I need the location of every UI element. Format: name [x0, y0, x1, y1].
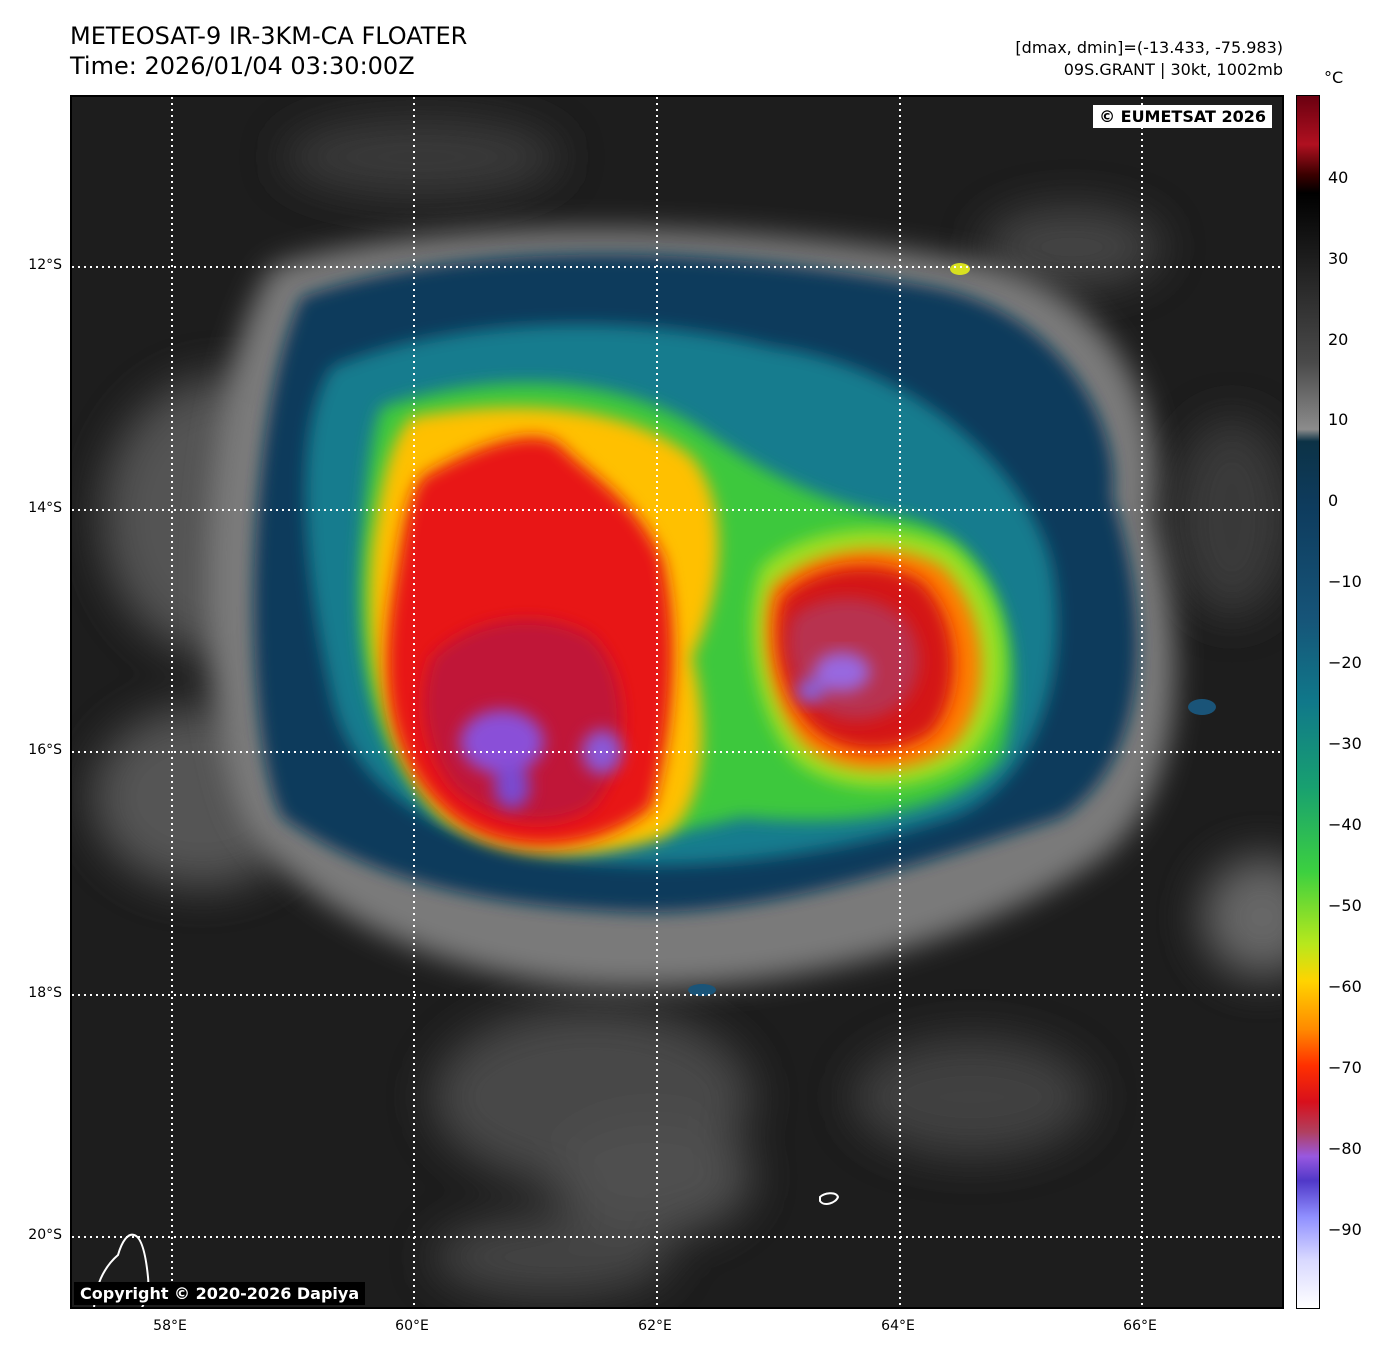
colorbar-tick: −70	[1328, 1058, 1362, 1077]
lat-label-16s: 16°S	[28, 742, 62, 758]
dapiya-credit: Copyright © 2020-2026 Dapiya	[74, 1282, 366, 1305]
colorbar-tick: −20	[1328, 653, 1362, 672]
lon-label-60e: 60°E	[395, 1318, 429, 1334]
colorbar-tick: −60	[1328, 977, 1362, 996]
colorbar-tick: 30	[1328, 249, 1349, 268]
lon-label-62e: 62°E	[638, 1318, 672, 1334]
colorbar-tick: −50	[1328, 896, 1362, 915]
eumetsat-credit: © EUMETSAT 2026	[1093, 105, 1272, 128]
colorbar-tick: −10	[1328, 572, 1362, 591]
lat-label-18s: 18°S	[28, 985, 62, 1001]
lon-label-58e: 58°E	[153, 1318, 187, 1334]
colorbar-tick: 10	[1328, 410, 1349, 429]
colorbar-tick: −80	[1328, 1139, 1362, 1158]
colorbar-tick: 20	[1328, 330, 1349, 349]
colorbar-tick: 0	[1328, 491, 1339, 510]
lon-label-66e: 66°E	[1123, 1318, 1157, 1334]
lon-label-64e: 64°E	[881, 1318, 915, 1334]
colorbar-unit: °C	[1324, 68, 1344, 87]
ir-imagery	[72, 97, 1282, 1307]
lat-label-14s: 14°S	[28, 500, 62, 516]
lat-label-20s: 20°S	[28, 1227, 62, 1243]
image-title: METEOSAT-9 IR-3KM-CA FLOATER	[70, 22, 468, 50]
satellite-map: © EUMETSAT 2026 Copyright © 2020-2026 Da…	[70, 95, 1284, 1309]
storm-info: 09S.GRANT | 30kt, 1002mb	[1063, 60, 1283, 79]
lat-label-12s: 12°S	[28, 257, 62, 273]
dmax-dmin-readout: [dmax, dmin]=(-13.433, -75.983)	[1015, 38, 1283, 57]
colorbar-tick: 40	[1328, 168, 1349, 187]
colorbar-tick: −30	[1328, 734, 1362, 753]
image-timestamp: Time: 2026/01/04 03:30:00Z	[70, 52, 415, 80]
colorbar-tick: −40	[1328, 815, 1362, 834]
temperature-colorbar	[1296, 95, 1320, 1309]
colorbar-tick: −90	[1328, 1220, 1362, 1239]
